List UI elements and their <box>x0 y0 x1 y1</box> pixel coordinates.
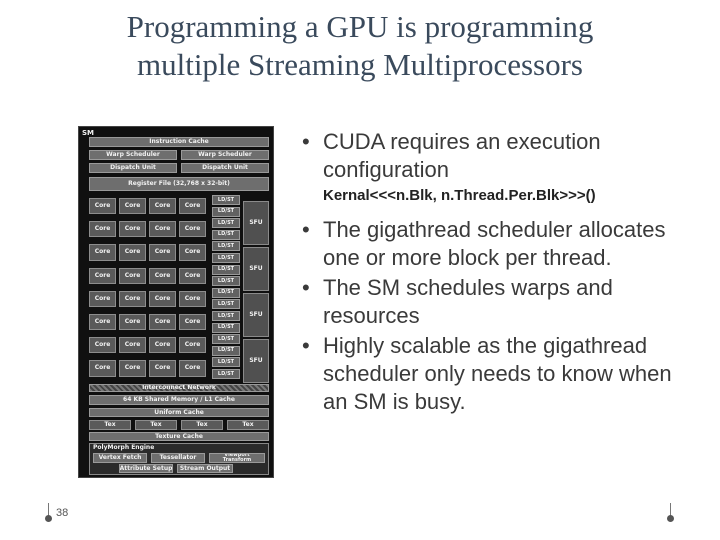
ldst-unit: LD/ST <box>212 311 240 322</box>
tex-unit-4: Tex <box>227 420 269 430</box>
core-unit: Core <box>149 290 176 307</box>
shared-memory: 64 KB Shared Memory / L1 Cache <box>89 395 269 405</box>
ldst-unit: LD/ST <box>212 345 240 356</box>
core-unit: Core <box>89 360 116 377</box>
slide-title: Programming a GPU is programming multipl… <box>40 8 680 84</box>
core-unit: Core <box>119 244 146 261</box>
texture-cache: Texture Cache <box>89 432 269 441</box>
tessellator: Tessellator <box>151 453 205 463</box>
uniform-cache: Uniform Cache <box>89 408 269 417</box>
core-unit: Core <box>149 198 176 215</box>
core-unit: Core <box>179 221 206 238</box>
viewport-transform: Viewport Transform <box>209 453 265 463</box>
dispatch-unit-1: Dispatch Unit <box>89 163 177 173</box>
ldst-unit: LD/ST <box>212 322 240 333</box>
tex-unit-3: Tex <box>181 420 223 430</box>
core-unit: Core <box>179 314 206 331</box>
ldst-unit: LD/ST <box>212 369 240 380</box>
sm-diagram: SM Instruction Cache Warp Scheduler Warp… <box>78 126 274 478</box>
ldst-unit: LD/ST <box>212 287 240 298</box>
core-unit: Core <box>119 267 146 284</box>
register-file: Register File (32,768 x 32-bit) <box>89 177 269 191</box>
dispatch-unit-2: Dispatch Unit <box>181 163 269 173</box>
slide-title-line-1: Programming a GPU is programming <box>126 9 594 44</box>
bullet-item: • The gigathread scheduler allocates one… <box>296 216 691 272</box>
slide-title-line-2: multiple Streaming Multiprocessors <box>136 47 583 82</box>
kernel-launch-code: Kernal<<<n.Blk, n.Thread.Per.Blk>>>() <box>323 187 596 204</box>
warp-scheduler-1: Warp Scheduler <box>89 150 177 160</box>
slide-number-pin <box>45 503 52 522</box>
ldst-unit: LD/ST <box>212 218 240 229</box>
polymorph-engine-label: PolyMorph Engine <box>93 444 155 451</box>
core-unit: Core <box>89 221 116 238</box>
vertex-fetch: Vertex Fetch <box>93 453 147 463</box>
bullet-item: • The SM schedules warps and resources <box>296 274 691 330</box>
core-unit: Core <box>89 314 116 331</box>
core-unit: Core <box>149 360 176 377</box>
core-unit: Core <box>149 337 176 354</box>
bullet-text: Highly scalable as the gigathread schedu… <box>323 333 672 414</box>
core-unit: Core <box>179 198 206 215</box>
ldst-unit: LD/ST <box>212 206 240 217</box>
core-unit: Core <box>179 244 206 261</box>
core-unit: Core <box>119 337 146 354</box>
interconnect-network: Interconnect Network <box>89 384 269 392</box>
bullet-text: The gigathread scheduler allocates one o… <box>323 217 666 270</box>
corner-pin <box>667 503 674 522</box>
bullet-item: • Highly scalable as the gigathread sche… <box>296 332 691 416</box>
ldst-unit: LD/ST <box>212 241 240 252</box>
ldst-unit: LD/ST <box>212 299 240 310</box>
stream-output: Stream Output <box>177 464 233 473</box>
core-unit: Core <box>89 267 116 284</box>
core-unit: Core <box>89 244 116 261</box>
ldst-unit: LD/ST <box>212 264 240 275</box>
core-unit: Core <box>119 221 146 238</box>
sfu-unit-3: SFU <box>243 293 269 337</box>
core-unit: Core <box>89 290 116 307</box>
bullet-marker: • <box>302 275 310 300</box>
bullet-text: CUDA requires an execution configuration <box>323 129 601 182</box>
core-unit: Core <box>179 267 206 284</box>
core-unit: Core <box>149 267 176 284</box>
tex-unit-2: Tex <box>135 420 177 430</box>
core-unit: Core <box>89 337 116 354</box>
core-unit: Core <box>179 290 206 307</box>
core-unit: Core <box>119 198 146 215</box>
core-unit: Core <box>149 244 176 261</box>
warp-scheduler-2: Warp Scheduler <box>181 150 269 160</box>
bullet-text: The SM schedules warps and resources <box>323 275 613 328</box>
ldst-unit: LD/ST <box>212 253 240 264</box>
core-unit: Core <box>119 360 146 377</box>
bullet-item: • CUDA requires an execution configurati… <box>296 128 691 184</box>
bullet-marker: • <box>302 333 310 358</box>
bullet-marker: • <box>302 217 310 242</box>
sfu-unit-1: SFU <box>243 201 269 245</box>
core-unit: Core <box>179 337 206 354</box>
tex-unit-1: Tex <box>89 420 131 430</box>
core-unit: Core <box>119 290 146 307</box>
sfu-unit-2: SFU <box>243 247 269 291</box>
sm-label: SM <box>82 129 95 137</box>
bullet-list: • CUDA requires an execution configurati… <box>296 128 691 426</box>
bullet-marker: • <box>302 129 310 154</box>
core-unit: Core <box>149 221 176 238</box>
core-unit: Core <box>119 314 146 331</box>
sfu-unit-4: SFU <box>243 339 269 383</box>
core-unit: Core <box>149 314 176 331</box>
ldst-unit: LD/ST <box>212 276 240 287</box>
attribute-setup: Attribute Setup <box>119 464 173 473</box>
core-unit: Core <box>89 198 116 215</box>
ldst-unit: LD/ST <box>212 334 240 345</box>
ldst-unit: LD/ST <box>212 229 240 240</box>
core-unit: Core <box>179 360 206 377</box>
instruction-cache: Instruction Cache <box>89 137 269 147</box>
ldst-unit: LD/ST <box>212 195 240 206</box>
ldst-unit: LD/ST <box>212 357 240 368</box>
slide-number: 38 <box>56 507 69 519</box>
